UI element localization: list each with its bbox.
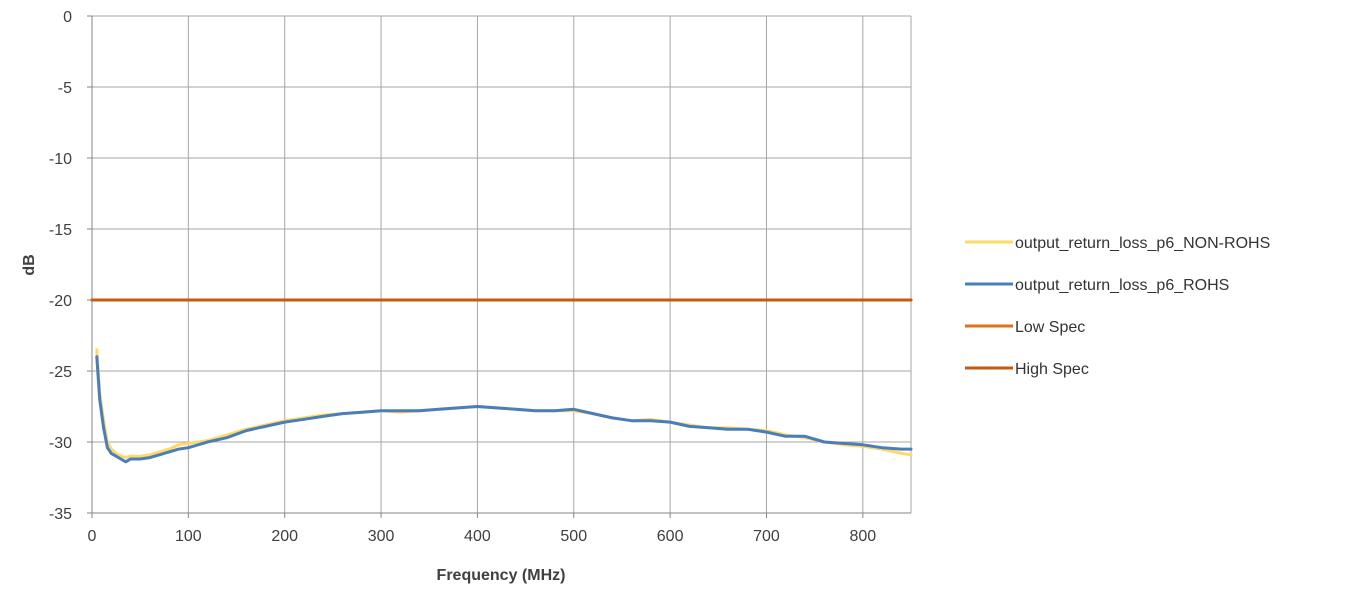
x-tick-label: 800	[849, 528, 876, 545]
y-tick-label: -15	[49, 222, 72, 239]
y-tick-label: -30	[49, 435, 72, 452]
legend-label: High Spec	[1015, 361, 1089, 378]
x-tick-label: 300	[368, 528, 395, 545]
legend: output_return_loss_p6_NON-ROHS output_ret…	[965, 235, 1270, 378]
x-tick-label: 600	[657, 528, 684, 545]
x-axis-ticks: 0 100 200 300 400 500 600 700 800	[88, 513, 876, 545]
series-line-2	[95, 355, 913, 464]
series-layer	[90, 298, 913, 464]
legend-item: High Spec	[965, 361, 1089, 378]
legend-item: output_return_loss_p6_ROHS	[965, 277, 1229, 294]
x-tick-label: 100	[175, 528, 202, 545]
legend-label: output_return_loss_p6_NON-ROHS	[1015, 235, 1270, 252]
y-axis-title: dB	[21, 254, 38, 275]
y-tick-label: -5	[58, 80, 72, 97]
y-tick-label: 0	[63, 9, 72, 26]
legend-label: Low Spec	[1015, 319, 1085, 336]
y-tick-label: -10	[49, 151, 72, 168]
legend-label: output_return_loss_p6_ROHS	[1015, 277, 1229, 294]
y-tick-label: -20	[49, 293, 72, 310]
legend-item: output_return_loss_p6_NON-ROHS	[965, 235, 1270, 252]
x-axis-title: Frequency (MHz)	[437, 567, 566, 584]
y-tick-label: -35	[49, 506, 72, 523]
plot-area	[91, 16, 911, 514]
legend-item: Low Spec	[965, 319, 1085, 336]
x-tick-label: 700	[753, 528, 780, 545]
y-axis-ticks: 0 -5 -10 -15 -20 -25 -30 -35	[49, 9, 92, 523]
x-tick-label: 500	[560, 528, 587, 545]
x-tick-label: 0	[88, 528, 97, 545]
x-tick-label: 200	[271, 528, 298, 545]
x-tick-label: 400	[464, 528, 491, 545]
y-tick-label: -25	[49, 364, 72, 381]
